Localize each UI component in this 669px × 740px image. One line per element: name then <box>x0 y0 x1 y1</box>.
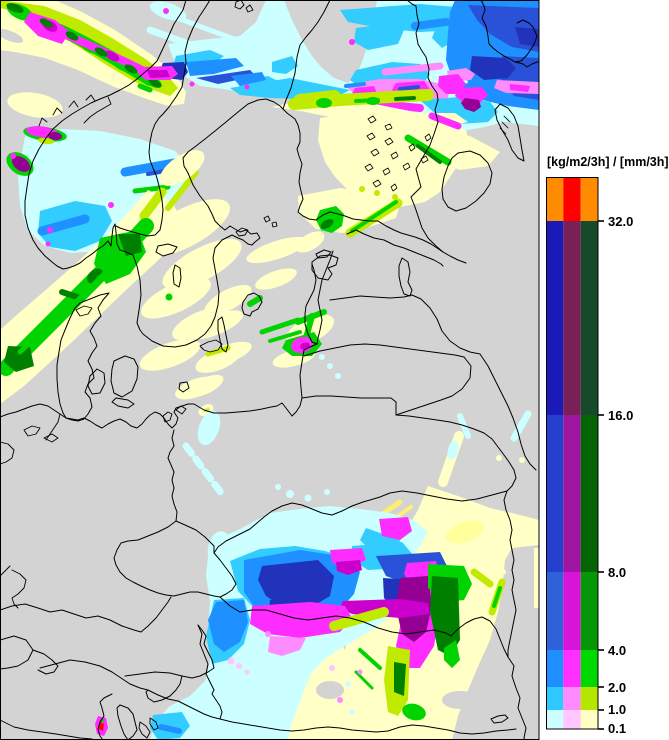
svg-text:1.0: 1.0 <box>608 702 626 717</box>
svg-text:2.0: 2.0 <box>608 680 626 695</box>
svg-text:[kg/m2/3h] / [mm/3h]: [kg/m2/3h] / [mm/3h] <box>547 155 669 169</box>
svg-text:32.0: 32.0 <box>608 214 633 229</box>
svg-text:4.0: 4.0 <box>608 643 626 658</box>
svg-text:0.1: 0.1 <box>608 721 626 736</box>
svg-text:16.0: 16.0 <box>608 408 633 423</box>
svg-text:8.0: 8.0 <box>608 565 626 580</box>
